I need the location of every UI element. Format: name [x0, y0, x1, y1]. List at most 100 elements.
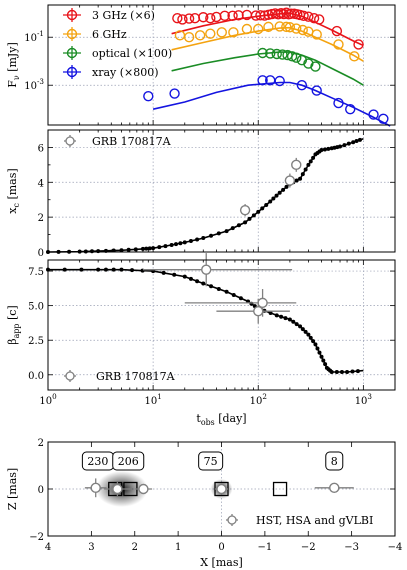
data-point: [205, 28, 216, 39]
legend-label: HST, HSA and gVLBI: [256, 514, 373, 527]
legend-label: GRB 170817A: [92, 135, 172, 148]
y-tick-label: 10-1: [24, 29, 44, 44]
data-point: [310, 61, 321, 72]
data-point: [308, 13, 320, 24]
y-axis-label: Fν [mJy]: [6, 42, 21, 88]
data-point: [333, 97, 344, 109]
model-dot: [311, 339, 316, 344]
model-dot: [277, 190, 282, 195]
model-dot: [354, 139, 359, 144]
observation-point: [253, 305, 264, 317]
model-dot: [351, 140, 356, 145]
data-point: [291, 52, 302, 63]
x-tick-label: 2: [132, 542, 138, 553]
model-dot: [182, 274, 187, 279]
model-curve: [152, 81, 391, 127]
data-point: [228, 27, 239, 38]
data-point: [219, 10, 230, 22]
y-tick-label: 0: [38, 485, 44, 496]
model-dot: [96, 267, 101, 272]
model-dot: [357, 137, 362, 142]
model-dot: [247, 216, 252, 221]
model-dot: [174, 242, 179, 247]
model-dot: [294, 178, 299, 183]
data-point: [274, 75, 285, 87]
data-point: [172, 13, 183, 24]
data-point: [311, 29, 322, 40]
observation-point: [138, 483, 149, 495]
data-point: [368, 109, 379, 120]
model-dot: [268, 199, 273, 204]
observation-point: [329, 482, 340, 494]
data-point: [349, 51, 360, 62]
x-axis-label: X [mas]: [200, 556, 243, 569]
model-dot: [306, 332, 311, 337]
sky-position-panel: 4 3 2 1 0 −1 −2 −3 −4 −2 0 2 230 206 75 8 HST, HSA and g…: [6, 438, 402, 569]
observation-point: [201, 264, 212, 275]
data-point: [298, 10, 309, 22]
model-dot: [339, 370, 344, 375]
data-point: [274, 21, 285, 32]
model-dot: [151, 246, 156, 251]
model-dot: [157, 245, 162, 250]
data-point: [281, 21, 292, 33]
model-dot: [216, 287, 221, 292]
model-dot: [201, 236, 206, 241]
legend-marker: [66, 66, 78, 78]
time-label-box: [198, 451, 224, 471]
y-tick-label: 2: [38, 213, 44, 224]
lightcurve-panel: 10-1 10-3Fν [mJy] 3 GHz (×6) 6 GHz optical (…: [6, 4, 396, 127]
model-dot: [268, 311, 273, 316]
model-dot: [284, 184, 289, 189]
legend-marker: [65, 136, 75, 146]
data-point: [183, 32, 195, 43]
model-dot: [209, 284, 214, 289]
y-tick-label: 0.0: [28, 371, 44, 382]
observation-point: [239, 204, 251, 216]
model-dot: [238, 296, 243, 301]
model-dot: [319, 148, 324, 153]
data-point: [291, 23, 302, 34]
x-tick-label: 101: [144, 392, 161, 407]
model-dot: [188, 238, 193, 243]
model-dot: [311, 155, 316, 160]
x-tick-label: −2: [301, 542, 316, 553]
legend-label: 3 GHz (×6): [92, 9, 155, 22]
model-dot: [130, 268, 135, 273]
model-dot: [231, 293, 236, 298]
model-dot: [89, 249, 94, 254]
model-dot: [126, 247, 131, 252]
model-dot: [96, 249, 101, 254]
model-dot: [300, 172, 305, 177]
model-dot: [303, 329, 308, 334]
data-point: [284, 22, 296, 33]
x-axis-label: tobs [day]: [196, 412, 246, 427]
legend-label: xray (×800): [92, 66, 159, 79]
model-dot: [298, 176, 303, 181]
model-dot: [329, 370, 334, 375]
y-tick-label: 2.5: [28, 336, 44, 347]
model-dot: [342, 143, 347, 148]
model-dot: [291, 319, 296, 324]
model-dot: [243, 220, 248, 225]
data-point: [313, 14, 325, 25]
y-tick-label: 6: [38, 143, 44, 154]
model-dot: [308, 335, 313, 340]
time-label: 75: [204, 455, 218, 468]
y-axis-label: Z [mas]: [6, 468, 19, 510]
plot-frame: [47, 441, 396, 537]
centroid-panel: 0 2 4 6 GRB 170817A xc [mas]: [6, 129, 396, 259]
model-curve: [171, 26, 364, 62]
plot-frame: [47, 4, 396, 126]
model-dot: [279, 314, 284, 319]
data-point: [297, 24, 308, 36]
model-dot: [201, 281, 206, 286]
model-dot: [140, 246, 145, 251]
model-dot: [182, 240, 187, 245]
x-tick-label: 102: [250, 392, 267, 407]
data-point: [227, 10, 238, 22]
data-point: [303, 58, 314, 69]
model-dot: [195, 237, 200, 242]
model-dot: [321, 358, 326, 363]
